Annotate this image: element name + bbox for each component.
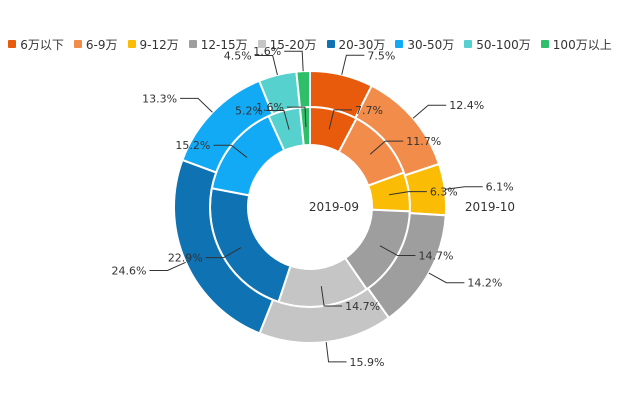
data-label-outer-1: 12.4% [449, 99, 484, 112]
data-label-inner-6: 15.2% [175, 139, 210, 152]
leader-line-inner-7 [265, 109, 290, 130]
inner-series-name: 2019-09 [309, 200, 359, 214]
leader-line-outer-6 [180, 97, 213, 113]
legend-label: 30-50万 [407, 37, 455, 52]
legend-label: 6-9万 [85, 37, 118, 52]
legend-item[interactable]: 30-50万 [395, 36, 454, 53]
legend-swatch [540, 40, 549, 48]
data-label-inner-4: 14.7% [345, 300, 380, 313]
data-label-inner-8: 1.6% [256, 101, 284, 114]
legend-item[interactable]: 9-12万 [127, 36, 179, 53]
legend-item[interactable]: 50-100万 [464, 36, 531, 53]
data-label-outer-0: 7.5% [367, 49, 395, 62]
data-label-outer-2: 6.1% [486, 181, 514, 194]
legend-swatch [73, 40, 82, 48]
legend-label: 15-20万 [269, 37, 317, 52]
data-label-outer-8: 1.6% [253, 45, 281, 58]
legend-swatch [395, 40, 404, 48]
legend-swatch [8, 40, 17, 48]
legend-swatch [188, 40, 197, 48]
leader-line-inner-1 [369, 140, 404, 155]
data-label-inner-1: 11.7% [406, 135, 441, 148]
leader-line-inner-5 [205, 247, 242, 259]
legend-label: 20-30万 [338, 37, 386, 52]
leader-line-outer-7 [254, 55, 278, 76]
legend-item[interactable]: 6-9万 [73, 36, 118, 53]
leader-line-inner-8 [286, 106, 307, 128]
data-label-inner-7: 5.2% [235, 104, 263, 117]
legend-item[interactable]: 20-30万 [326, 36, 386, 53]
data-label-outer-7: 4.5% [224, 50, 252, 63]
data-label-inner-5: 22.9% [168, 252, 203, 265]
leader-line-outer-8 [284, 50, 304, 72]
data-label-outer-5: 24.6% [112, 264, 147, 277]
leader-line-inner-6 [213, 144, 248, 158]
legend-label: 9-12万 [139, 37, 179, 52]
legend-swatch [257, 40, 266, 48]
leader-line-inner-4 [320, 286, 343, 307]
data-label-inner-0: 7.7% [355, 104, 383, 117]
legend-label: 50-100万 [476, 37, 531, 52]
legend-label: 6万以下 [20, 37, 64, 52]
legend-swatch [127, 40, 136, 48]
outer-series-name: 2019-10 [465, 200, 515, 214]
data-labels: 7.7%11.7%6.3%14.7%14.7%22.9%15.2%5.2%1.6… [112, 45, 514, 369]
chart-legend: 6万以下 6-9万 9-12万 12-15万 15-20万 20-30万 30-50万 50-… [0, 36, 620, 52]
leader-line-outer-5 [149, 261, 186, 271]
legend-item[interactable]: 15-20万 [257, 36, 317, 53]
leader-line-outer-2 [444, 186, 483, 190]
data-label-inner-2: 6.3% [430, 186, 458, 199]
data-label-outer-6: 13.3% [142, 92, 177, 105]
leader-line-outer-3 [428, 272, 465, 284]
legend-swatch [464, 40, 473, 48]
data-label-outer-4: 15.9% [350, 356, 385, 369]
outer-ring-2019-10 [173, 69, 447, 344]
legend-item[interactable]: 6万以下 [8, 36, 64, 53]
leader-line-inner-0 [328, 109, 352, 130]
leader-line-outer-1 [412, 104, 447, 119]
legend-item[interactable]: 100万以上 [540, 36, 612, 53]
leader-line-inner-3 [379, 245, 416, 256]
label-leader-lines [149, 50, 483, 363]
legend-swatch [326, 40, 335, 48]
data-label-inner-3: 14.7% [418, 249, 453, 262]
data-label-outer-3: 14.2% [467, 277, 502, 290]
leader-line-outer-0 [341, 54, 365, 75]
leader-line-inner-2 [388, 191, 427, 196]
legend-label: 12-15万 [200, 37, 248, 52]
leader-line-outer-4 [325, 341, 347, 363]
legend-item[interactable]: 12-15万 [188, 36, 248, 53]
legend-label: 100万以上 [552, 37, 612, 52]
